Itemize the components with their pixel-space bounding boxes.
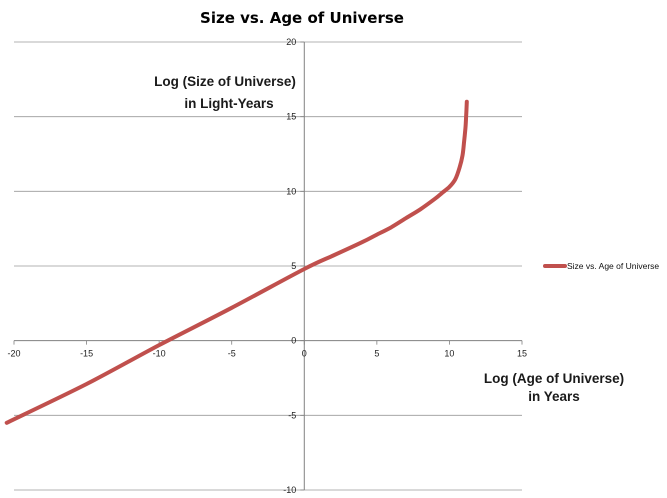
y-axis-title-line-1: Log (Size of Universe) [154, 74, 296, 89]
series-group [4, 99, 469, 425]
x-tick-label: 5 [374, 349, 379, 359]
y-tick-label: 0 [291, 336, 296, 346]
x-tick-label: -10 [153, 349, 166, 359]
tick-labels: -10 -5 0 5 10 15 20 -20 -15 -10 -5 0 5 10 15 [7, 37, 527, 495]
chart-title: Size vs. Age of Universe [200, 9, 404, 27]
legend: Size vs. Age of Universe [543, 261, 659, 271]
gridlines [14, 41, 522, 491]
y-tick-label: 10 [286, 186, 296, 196]
x-tick-label: 15 [517, 349, 527, 359]
y-tick-label: -10 [283, 485, 296, 495]
legend-label: Size vs. Age of Universe [567, 261, 659, 271]
y-axis-title-line-2: in Light-Years [184, 96, 273, 111]
y-tick-label: 15 [286, 112, 296, 122]
series-line [4, 99, 469, 425]
x-tick-label: -20 [7, 349, 20, 359]
x-tick-label: 10 [444, 349, 454, 359]
y-tick-label: -5 [288, 410, 296, 420]
x-tick-label: -5 [228, 349, 236, 359]
x-axis-title-line-1: Log (Age of Universe) [484, 371, 624, 386]
y-tick-label: 20 [286, 37, 296, 47]
x-axis-title-line-2: in Years [528, 389, 580, 404]
x-tick-label: 0 [302, 349, 307, 359]
x-tick-label: -15 [80, 349, 93, 359]
y-tick-label: 5 [291, 261, 296, 271]
axes [13, 41, 523, 491]
